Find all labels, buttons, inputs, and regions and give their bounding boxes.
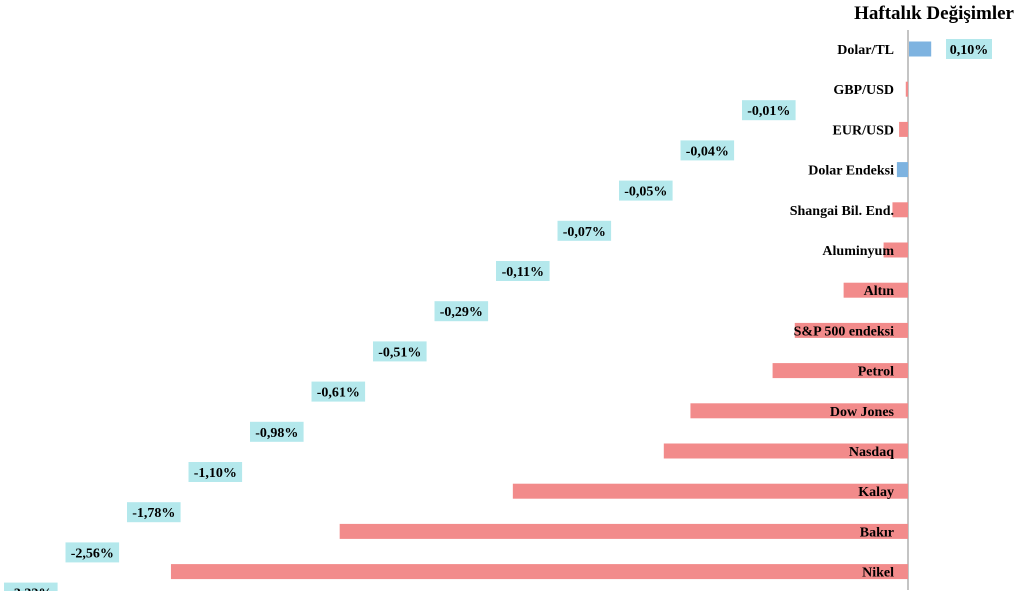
data-label-text: -1,10% xyxy=(194,466,237,481)
data-label-background xyxy=(946,39,992,59)
category-label: Altın xyxy=(864,284,895,299)
data-label: -0,01% xyxy=(742,100,796,121)
category-label: EUR/USD xyxy=(833,123,894,138)
data-label-background xyxy=(557,220,612,241)
bar-3 xyxy=(896,162,908,178)
data-label-text: -0,01% xyxy=(747,104,790,119)
data-label-text: -0,04% xyxy=(686,144,729,159)
data-label-text: -0,29% xyxy=(440,305,483,320)
data-label-background xyxy=(127,502,181,523)
data-label-text: -0,98% xyxy=(255,426,298,441)
data-label: -0,04% xyxy=(680,140,735,161)
bar-10 xyxy=(663,443,908,459)
chart-title: Haftalık Değişimler xyxy=(854,3,1014,24)
data-label-text: -0,51% xyxy=(378,345,421,360)
data-label: -0,51% xyxy=(373,341,427,362)
category-label: S&P 500 endeksi xyxy=(794,324,894,339)
data-label: -1,78% xyxy=(127,502,181,523)
data-label-text: -0,11% xyxy=(502,265,544,280)
category-label: Petrol xyxy=(858,365,894,380)
data-label-text: -1,78% xyxy=(132,506,175,521)
bar-2 xyxy=(899,121,908,137)
data-label-background xyxy=(188,462,243,482)
category-label: Shangai Bil. End. xyxy=(790,204,894,219)
data-label-text: -0,05% xyxy=(624,185,667,200)
category-label: Dow Jones xyxy=(830,405,895,420)
data-label: -0,29% xyxy=(434,301,489,322)
data-label-background xyxy=(742,100,796,121)
data-label-background xyxy=(680,140,735,161)
data-label-background xyxy=(311,381,366,402)
data-label: -0,11% xyxy=(496,261,550,281)
category-label: Nikel xyxy=(862,566,894,581)
bar-1 xyxy=(905,81,908,97)
data-label-text: -3,32% xyxy=(9,587,52,591)
category-label: Dolar/TL xyxy=(837,43,894,58)
data-label-background xyxy=(4,582,58,591)
data-label-text: 0,10% xyxy=(950,43,989,58)
data-label-background xyxy=(373,341,427,362)
bar-0 xyxy=(909,41,932,57)
data-label-background xyxy=(434,301,489,322)
category-labels-group: Dolar/TL GBP/USD EUR/USD Dolar Endeksi Shang… xyxy=(790,43,895,581)
category-label: GBP/USD xyxy=(833,83,894,98)
bar-7 xyxy=(794,322,908,338)
data-label: -0,07% xyxy=(557,220,612,241)
bar-5 xyxy=(883,242,908,258)
bar-11 xyxy=(512,483,908,499)
data-label-background xyxy=(65,542,120,563)
data-label-background xyxy=(250,421,304,442)
bar-9 xyxy=(690,403,908,419)
data-label: -0,05% xyxy=(619,180,673,201)
data-label-text: -0,61% xyxy=(317,386,360,401)
data-label: -3,32% xyxy=(4,582,58,591)
data-label-text: -0,07% xyxy=(563,225,606,240)
bars-group xyxy=(170,41,932,580)
value-labels-group: 0,10% -0,01% -0,04% -0,05% -0,07% -0,11% -0,29… xyxy=(4,39,992,591)
category-label: Aluminyum xyxy=(822,244,894,259)
data-label: -1,10% xyxy=(188,462,243,482)
data-label: -0,98% xyxy=(250,421,304,442)
data-label: -0,61% xyxy=(311,381,366,402)
bar-8 xyxy=(772,363,908,379)
category-label: Dolar Endeksi xyxy=(808,164,894,179)
category-label: Nasdaq xyxy=(849,445,894,460)
data-label: -2,56% xyxy=(65,542,120,563)
data-label-background xyxy=(496,261,550,281)
bar-6 xyxy=(843,282,908,298)
bar-12 xyxy=(339,523,908,539)
bar-4 xyxy=(892,202,908,218)
data-label: 0,10% xyxy=(946,39,992,59)
category-label: Bakır xyxy=(860,525,894,540)
bar-13 xyxy=(170,564,908,580)
data-label-background xyxy=(619,180,673,201)
category-label: Kalay xyxy=(858,485,894,500)
data-label-text: -2,56% xyxy=(71,546,114,561)
